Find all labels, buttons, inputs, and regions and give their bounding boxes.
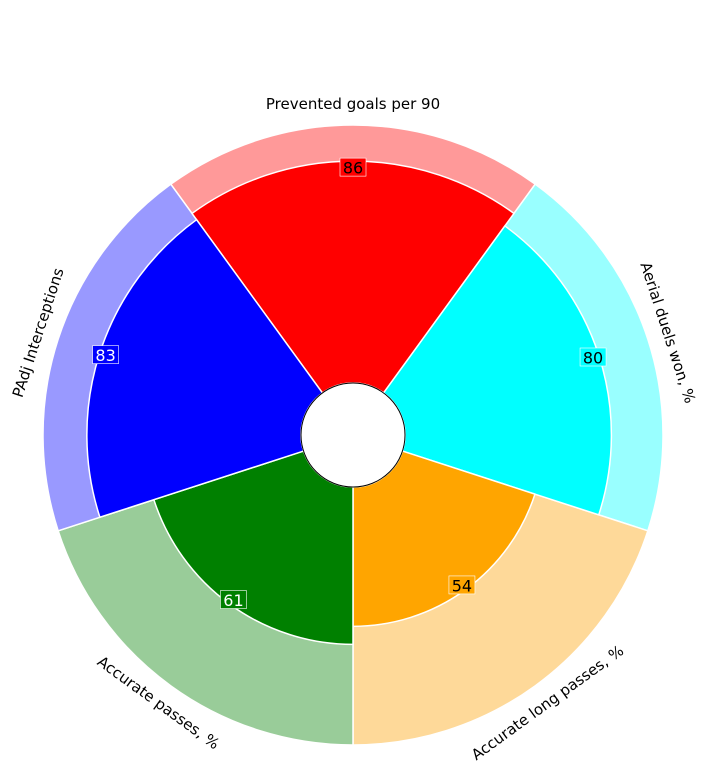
- value-label-group: 80: [579, 347, 607, 368]
- value-label: 86: [343, 159, 363, 178]
- value-label: 54: [452, 576, 472, 595]
- value-label-box: [448, 575, 476, 595]
- value-wedge-layer: [86, 160, 613, 646]
- value-label: 61: [223, 591, 243, 610]
- value-label-layer: 86 80 54 61 83: [92, 157, 607, 610]
- value-label-box: [339, 157, 367, 177]
- value-label-box: [579, 347, 607, 367]
- value-label-box: [92, 345, 119, 364]
- value-label: 80: [583, 349, 603, 368]
- value-label-box: [220, 590, 247, 609]
- value-label-group: 83: [92, 345, 119, 365]
- value-label: 83: [95, 346, 115, 365]
- center-circle: [300, 382, 406, 488]
- value-label-group: 61: [220, 590, 247, 610]
- category-label: Prevented goals per 90: [266, 95, 440, 113]
- value-label-group: 86: [339, 157, 367, 178]
- value-label-group: 54: [448, 575, 476, 595]
